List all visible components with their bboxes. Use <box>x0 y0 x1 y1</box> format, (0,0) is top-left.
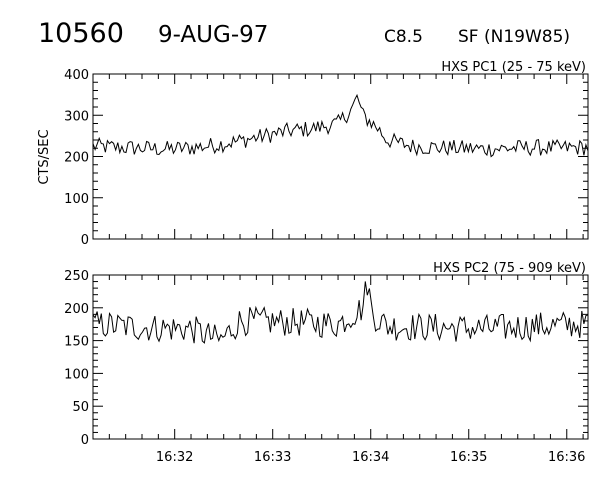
flare-date: 9-AUG-97 <box>158 22 268 48</box>
flare-number: 10560 <box>38 18 124 49</box>
pc2-x-ticks <box>92 275 584 439</box>
y-tick-label: 100 <box>64 192 89 207</box>
pc2-y-ticks: 0 50 100 150 200 250 <box>64 269 588 448</box>
x-tick-label: 16:36 <box>548 450 585 465</box>
pc1-y-ticks: 0 100 200 300 400 <box>64 68 588 248</box>
pc1-panel: HXS PC1 (25 - 75 keV) CTS/SEC 0 100 200 300… <box>37 60 589 248</box>
y-tick-label: 50 <box>72 400 89 415</box>
pc1-series-label: HXS PC1 (25 - 75 keV) <box>441 60 586 75</box>
x-tick-label: 16:34 <box>352 450 389 465</box>
y-tick-label: 100 <box>64 367 89 382</box>
y-tick-label: 200 <box>64 302 89 317</box>
x-tick-label: 16:32 <box>156 450 193 465</box>
pc1-series-line <box>92 93 589 158</box>
y-tick-label: 400 <box>64 68 89 83</box>
y-tick-label: 250 <box>64 269 89 284</box>
pc2-panel: HXS PC2 (75 - 909 keV) 0 50 100 150 200 250 1… <box>64 261 589 465</box>
y-tick-label: 0 <box>81 233 89 248</box>
pc1-plot-frame <box>92 73 589 240</box>
x-tick-label: 16:33 <box>254 450 291 465</box>
pc2-plot-frame <box>92 274 589 440</box>
y-tick-label: 300 <box>64 109 89 124</box>
y-tick-label: 0 <box>81 433 89 448</box>
y-tick-label: 200 <box>64 151 89 166</box>
x-tick-labels: 16:32 16:33 16:34 16:35 16:36 <box>156 450 586 465</box>
pc2-series-line <box>92 281 589 344</box>
pc1-y-axis-title: CTS/SEC <box>37 129 52 184</box>
y-tick-label: 150 <box>64 335 89 350</box>
x-tick-label: 16:35 <box>450 450 487 465</box>
goes-class: C8.5 <box>384 27 423 47</box>
pc2-series-label: HXS PC2 (75 - 909 keV) <box>433 261 586 276</box>
flare-location: SF (N19W85) <box>458 27 570 47</box>
pc1-x-ticks <box>92 74 584 239</box>
